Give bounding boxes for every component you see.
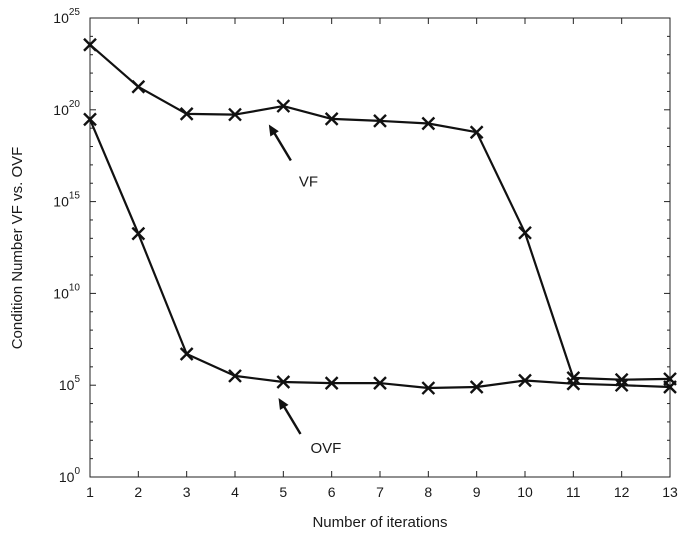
- x-tick-label: 11: [566, 484, 581, 500]
- x-tick-label: 3: [183, 484, 191, 500]
- annotation-arrow-shaft: [281, 403, 302, 435]
- data-point-marker: [421, 381, 436, 395]
- data-point-marker: [276, 375, 291, 389]
- data-series: [83, 37, 677, 395]
- data-point-marker: [83, 112, 97, 127]
- y-tick-label: 100: [59, 466, 81, 485]
- annotation-vf: VF: [268, 124, 318, 190]
- data-point-marker: [614, 372, 629, 387]
- annotation-arrow-shaft: [271, 129, 292, 162]
- data-point-marker: [131, 79, 146, 94]
- y-axis-label: Condition Number VF vs. OVF: [9, 147, 26, 350]
- data-point-marker: [324, 376, 339, 390]
- data-point-marker: [614, 378, 629, 393]
- data-point-marker: [131, 226, 146, 241]
- y-tick-label: 1020: [53, 99, 80, 118]
- data-point-marker: [276, 99, 291, 113]
- annotation-label: VF: [299, 173, 318, 190]
- data-point-marker: [373, 376, 387, 390]
- annotations: VF OVF: [268, 124, 342, 457]
- series-vf: [83, 37, 677, 387]
- data-point-marker: [469, 380, 484, 394]
- y-tick-label: 105: [59, 374, 81, 393]
- x-tick-label: 4: [231, 484, 239, 500]
- x-tick-label: 8: [424, 484, 432, 500]
- data-point-marker: [179, 107, 194, 121]
- annotation-arrow-head: [268, 124, 279, 137]
- x-tick-label: 12: [614, 484, 630, 500]
- data-point-marker: [373, 114, 387, 128]
- data-point-marker: [421, 116, 436, 131]
- data-point-marker: [179, 347, 194, 361]
- annotation-label: OVF: [311, 440, 342, 457]
- data-point-marker: [518, 373, 532, 388]
- data-point-marker: [228, 107, 242, 122]
- data-point-marker: [663, 380, 677, 394]
- x-tick-label: 5: [279, 484, 287, 500]
- data-point-marker: [324, 112, 339, 126]
- series-ovf: [83, 112, 677, 395]
- plot-area: [89, 17, 671, 478]
- x-tick-label: 13: [662, 484, 678, 500]
- y-tick-label: 1015: [53, 191, 80, 210]
- annotation-arrow-head: [278, 398, 289, 411]
- x-tick-label: 2: [134, 484, 142, 500]
- y-tick-label: 1010: [53, 282, 80, 301]
- x-tick-label: 10: [517, 484, 533, 500]
- x-tick-label: 1: [86, 484, 94, 500]
- data-point-marker: [566, 371, 581, 385]
- data-point-marker: [566, 376, 581, 391]
- annotation-ovf: OVF: [278, 398, 342, 457]
- data-point-marker: [228, 369, 242, 383]
- x-tick-label: 9: [473, 484, 481, 500]
- x-axis-label: Number of iterations: [312, 514, 447, 531]
- data-point-marker: [518, 225, 532, 240]
- x-tick-label: 6: [328, 484, 336, 500]
- data-point-marker: [469, 125, 484, 140]
- x-tick-label: 7: [376, 484, 384, 500]
- y-tick-label: 1025: [53, 7, 80, 26]
- data-point-marker: [83, 37, 97, 52]
